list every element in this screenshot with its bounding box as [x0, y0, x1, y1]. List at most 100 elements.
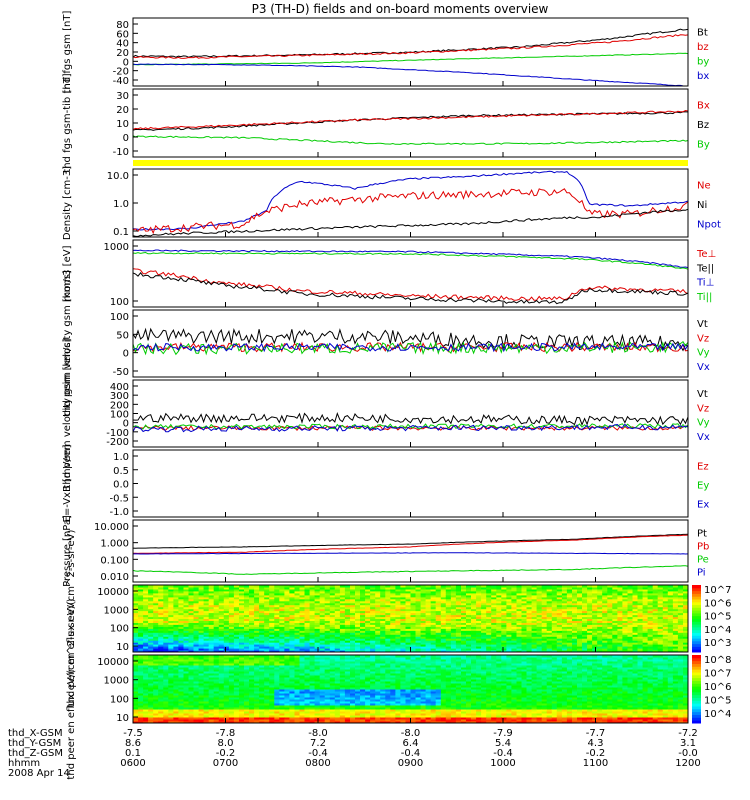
spectrogram-cell: [355, 622, 361, 625]
spectrogram-cell: [148, 612, 154, 616]
spectrogram-cell: [466, 624, 472, 627]
spectrogram-cell: [365, 618, 371, 621]
spectrogram-cell: [143, 592, 149, 596]
spectrogram-cell: [329, 590, 336, 594]
spectrogram-cell: [400, 618, 406, 621]
spectrogram-cell: [587, 604, 593, 608]
spectrogram-cell: [657, 602, 664, 606]
spectrogram-cell: [239, 594, 245, 598]
spectrogram-cell: [350, 644, 356, 647]
spectrogram-cell: [148, 705, 154, 708]
spectrogram-cell: [430, 596, 437, 600]
spectrogram-cell: [667, 638, 674, 641]
spectrogram-cell: [223, 608, 230, 612]
spectrogram-cell: [289, 585, 295, 588]
spectrogram-cell: [425, 602, 432, 606]
spectrogram-cell: [672, 646, 679, 649]
colorbar-step: [692, 635, 701, 639]
spectrogram-cell: [138, 602, 144, 606]
spectrogram-cell: [203, 679, 210, 682]
spectrogram-cell: [506, 608, 512, 612]
spectrogram-cell: [445, 650, 452, 653]
spectrogram-cell: [365, 587, 371, 590]
spectrogram-cell: [163, 663, 169, 666]
spectrogram-cell: [385, 648, 391, 651]
spectrogram-cell: [299, 588, 305, 592]
spectrogram-cell: [466, 588, 472, 592]
spectrogram-cell: [551, 620, 558, 623]
spectrogram-cell: [435, 614, 442, 618]
spectrogram-cell: [198, 602, 205, 606]
legend-entry: Bt: [697, 27, 708, 38]
spectrogram-cell: [526, 618, 532, 621]
spectrogram-cell: [213, 600, 220, 604]
spectrogram-cell: [597, 634, 603, 637]
spectrogram-cell: [652, 598, 659, 602]
spectrogram-cell: [208, 618, 215, 621]
spectrogram-cell: [294, 587, 300, 590]
legend-entry: by: [697, 56, 709, 67]
spectrogram-cell: [334, 628, 341, 631]
spectrogram-cell: [445, 624, 452, 627]
spectrogram-cell: [198, 642, 205, 645]
spectrogram-cell: [637, 624, 643, 627]
spectrogram-cell: [662, 636, 669, 639]
spectrogram-cell: [466, 585, 472, 588]
spectrogram-cell: [173, 679, 179, 682]
spectrogram-cell: [173, 705, 179, 708]
spectrogram-cell: [178, 689, 184, 692]
spectrogram-cell: [466, 642, 472, 645]
spectrogram-cell: [138, 697, 144, 700]
spectrogram-cell: [445, 628, 452, 631]
y-tick-label: 10000: [97, 587, 129, 598]
spectrogram-cell: [637, 646, 643, 649]
spectrogram-cell: [677, 604, 684, 608]
spectrogram-cell: [617, 588, 623, 592]
spectrogram-cell: [249, 624, 255, 627]
spectrogram-cell: [496, 592, 502, 596]
spectrogram-cell: [455, 622, 462, 625]
spectrogram-cell: [233, 587, 240, 590]
spectrogram-cell: [289, 644, 295, 647]
spectrogram-cell: [228, 632, 235, 635]
spectrogram-cell: [223, 596, 230, 600]
spectrogram-cell: [546, 585, 553, 588]
spectrogram-cell: [410, 602, 416, 606]
spectrogram-cell: [572, 600, 578, 604]
spectrogram-cell: [158, 687, 164, 690]
spectrogram-cell: [168, 707, 174, 710]
spectrogram-cell: [667, 596, 674, 600]
spectrogram-cell: [264, 612, 270, 616]
spectrogram-cell: [249, 717, 255, 720]
spectrogram-cell: [521, 612, 527, 616]
spectrogram-cell: [572, 630, 578, 633]
spectrogram-cell: [395, 620, 401, 623]
spectrogram-cell: [541, 638, 548, 641]
spectrogram-cell: [143, 638, 149, 641]
spectrogram-cell: [471, 587, 477, 590]
spectrogram-cell: [440, 598, 447, 602]
spectrogram-cell: [667, 587, 674, 590]
spectrogram-cell: [435, 636, 442, 639]
spectrogram-cell: [274, 594, 280, 598]
spectrogram-cell: [410, 624, 416, 627]
spectrogram-cell: [319, 618, 326, 621]
spectrogram-cell: [203, 717, 210, 720]
spectrogram-cell: [622, 628, 628, 631]
spectrogram-cell: [410, 598, 416, 602]
spectrogram-cell: [218, 673, 225, 676]
spectrogram-cell: [617, 632, 623, 635]
spectrogram-cell: [440, 634, 447, 637]
spectrogram-cell: [541, 624, 548, 627]
spectrogram-cell: [143, 707, 149, 710]
spectrogram-cell: [173, 624, 179, 627]
spectrogram-cell: [410, 606, 416, 610]
spectrogram-cell: [637, 640, 643, 643]
spectrogram-cell: [501, 592, 507, 596]
spectrogram-cell: [430, 618, 437, 621]
spectrogram-cell: [304, 628, 310, 631]
spectrogram-cell: [551, 594, 558, 598]
spectrogram-cell: [168, 628, 174, 631]
spectrogram-cell: [541, 628, 548, 631]
